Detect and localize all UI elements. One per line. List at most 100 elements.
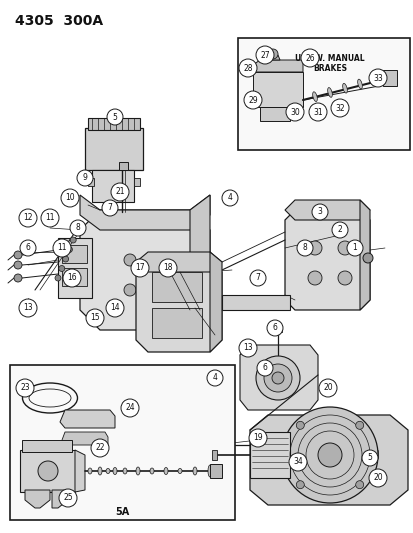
- Text: 7: 7: [107, 204, 112, 213]
- Polygon shape: [359, 200, 369, 310]
- Text: 12: 12: [23, 214, 33, 222]
- Text: 34: 34: [292, 457, 302, 466]
- Text: 23: 23: [20, 384, 30, 392]
- Circle shape: [331, 222, 347, 238]
- Circle shape: [63, 269, 81, 287]
- Bar: [152, 308, 202, 338]
- Circle shape: [255, 356, 299, 400]
- Circle shape: [249, 270, 266, 286]
- Text: 15: 15: [90, 313, 100, 322]
- Bar: [259, 107, 289, 121]
- Circle shape: [61, 189, 79, 207]
- Circle shape: [59, 265, 65, 271]
- Circle shape: [337, 241, 351, 255]
- Circle shape: [361, 450, 377, 466]
- Polygon shape: [240, 345, 317, 410]
- Text: 5A: 5A: [115, 507, 129, 517]
- Ellipse shape: [327, 87, 332, 98]
- Text: 17: 17: [135, 263, 145, 272]
- Text: 29: 29: [247, 95, 257, 104]
- Circle shape: [300, 49, 318, 67]
- Text: 6: 6: [26, 244, 31, 253]
- Text: 3: 3: [317, 207, 322, 216]
- Ellipse shape: [178, 469, 182, 473]
- Circle shape: [91, 439, 109, 457]
- Bar: [252, 72, 302, 107]
- Circle shape: [255, 46, 273, 64]
- Text: 20: 20: [323, 384, 332, 392]
- Polygon shape: [252, 60, 302, 72]
- Bar: [62, 268, 87, 286]
- Circle shape: [337, 271, 351, 285]
- Circle shape: [346, 240, 362, 256]
- Bar: [134, 178, 140, 186]
- Circle shape: [221, 190, 237, 206]
- Ellipse shape: [192, 467, 197, 475]
- Text: 4: 4: [212, 374, 217, 383]
- Text: 16: 16: [67, 273, 77, 282]
- Circle shape: [41, 209, 59, 227]
- Polygon shape: [52, 490, 68, 508]
- Ellipse shape: [123, 468, 127, 474]
- Text: 2: 2: [337, 225, 342, 235]
- Text: 1: 1: [352, 244, 356, 253]
- Polygon shape: [190, 195, 209, 330]
- Circle shape: [86, 309, 104, 327]
- Polygon shape: [80, 195, 209, 230]
- Circle shape: [330, 99, 348, 117]
- Circle shape: [238, 339, 256, 357]
- Circle shape: [38, 461, 58, 481]
- Circle shape: [296, 240, 312, 256]
- Text: 25: 25: [63, 494, 73, 503]
- Text: 28: 28: [243, 63, 252, 72]
- Circle shape: [124, 254, 136, 266]
- Polygon shape: [80, 210, 209, 330]
- Circle shape: [296, 421, 304, 429]
- Circle shape: [124, 284, 136, 296]
- Circle shape: [55, 275, 61, 281]
- Circle shape: [256, 360, 272, 376]
- Bar: [22, 440, 72, 452]
- Circle shape: [355, 481, 363, 489]
- Circle shape: [107, 109, 123, 125]
- Bar: [20, 450, 75, 492]
- Circle shape: [285, 103, 303, 121]
- Bar: [92, 170, 134, 202]
- Circle shape: [281, 407, 377, 503]
- Circle shape: [307, 271, 321, 285]
- Circle shape: [368, 469, 386, 487]
- Circle shape: [248, 429, 266, 447]
- Ellipse shape: [372, 75, 376, 85]
- Circle shape: [70, 220, 86, 236]
- Text: 33: 33: [372, 74, 382, 83]
- Ellipse shape: [113, 467, 117, 474]
- Text: 20: 20: [372, 473, 382, 482]
- Polygon shape: [266, 55, 279, 60]
- Circle shape: [77, 170, 93, 186]
- Ellipse shape: [207, 465, 211, 477]
- Circle shape: [14, 261, 22, 269]
- Bar: [273, 326, 281, 332]
- Circle shape: [308, 103, 326, 121]
- Circle shape: [267, 49, 277, 59]
- Polygon shape: [209, 252, 221, 352]
- Circle shape: [131, 259, 149, 277]
- Circle shape: [266, 320, 282, 336]
- Circle shape: [70, 237, 76, 243]
- Text: 6: 6: [272, 324, 277, 333]
- Text: 10: 10: [65, 193, 75, 203]
- Polygon shape: [136, 262, 221, 352]
- Ellipse shape: [312, 92, 316, 101]
- Circle shape: [62, 256, 69, 262]
- Bar: [211, 450, 216, 460]
- Text: 30: 30: [290, 108, 299, 117]
- Polygon shape: [25, 490, 50, 508]
- Bar: [10, 365, 235, 520]
- Text: 26: 26: [304, 53, 314, 62]
- Bar: [62, 245, 87, 263]
- Polygon shape: [249, 432, 289, 478]
- Bar: [382, 70, 396, 86]
- Text: 27: 27: [259, 51, 269, 60]
- Polygon shape: [221, 295, 289, 310]
- Ellipse shape: [88, 468, 92, 474]
